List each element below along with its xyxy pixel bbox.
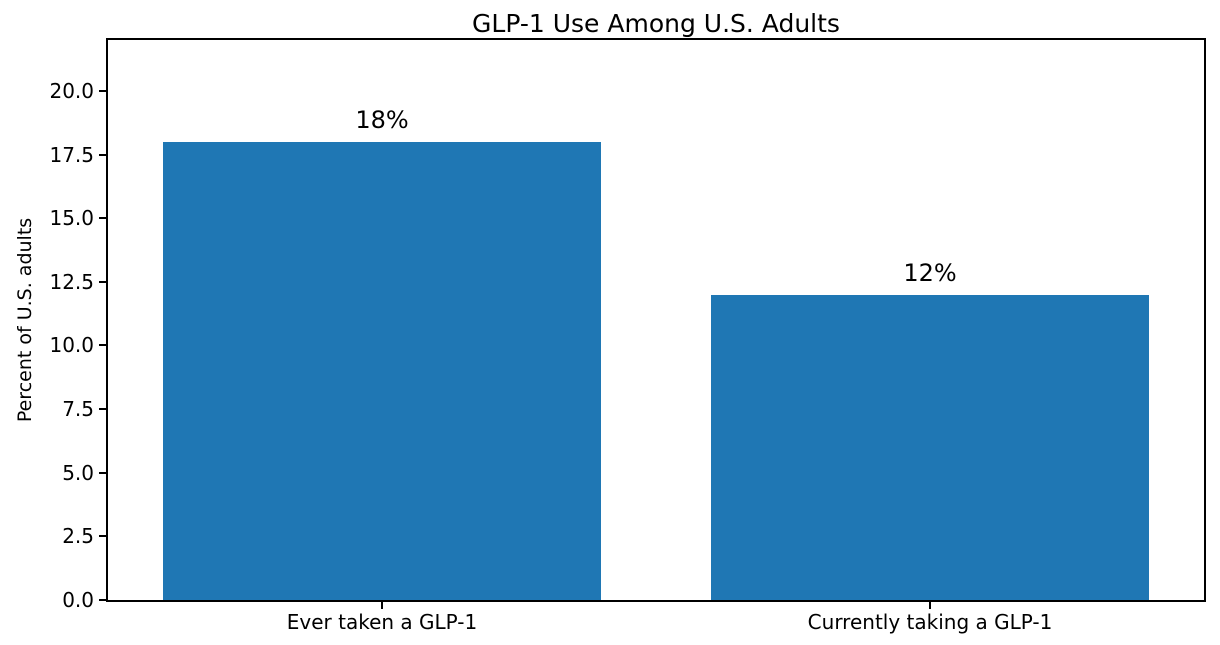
y-tick-label: 10.0 — [49, 333, 94, 358]
y-tick-mark — [99, 599, 106, 601]
y-tick-mark — [99, 471, 106, 474]
bar-value-label: 12% — [903, 258, 957, 287]
bar-value-label: 18% — [355, 105, 409, 134]
y-axis-label: Percent of U.S. adults — [14, 217, 36, 423]
y-tick-mark — [99, 535, 106, 538]
y-tick-mark — [99, 344, 106, 347]
x-tick-mark — [929, 602, 931, 609]
y-tick-mark — [99, 408, 106, 411]
y-tick-mark — [99, 89, 106, 92]
y-tick-label: 2.5 — [62, 524, 94, 549]
bar-0 — [162, 141, 602, 600]
y-tick-label: 0.0 — [62, 588, 94, 612]
y-tick-label: 17.5 — [49, 142, 94, 167]
x-tick-mark — [381, 602, 383, 609]
y-tick-label: 12.5 — [49, 269, 94, 294]
plot-area — [106, 38, 1206, 602]
bar-1 — [710, 294, 1150, 600]
y-tick-mark — [99, 280, 106, 283]
y-tick-mark — [99, 217, 106, 220]
x-tick-label: Ever taken a GLP-1 — [286, 610, 478, 634]
y-tick-label: 7.5 — [62, 397, 94, 422]
y-tick-label: 5.0 — [62, 460, 94, 485]
y-tick-label: 20.0 — [49, 78, 94, 103]
y-tick-mark — [99, 153, 106, 156]
y-tick-label: 15.0 — [49, 206, 94, 231]
x-tick-label: Currently taking a GLP-1 — [807, 610, 1053, 634]
chart-title: GLP-1 Use Among U.S. Adults — [472, 9, 840, 38]
